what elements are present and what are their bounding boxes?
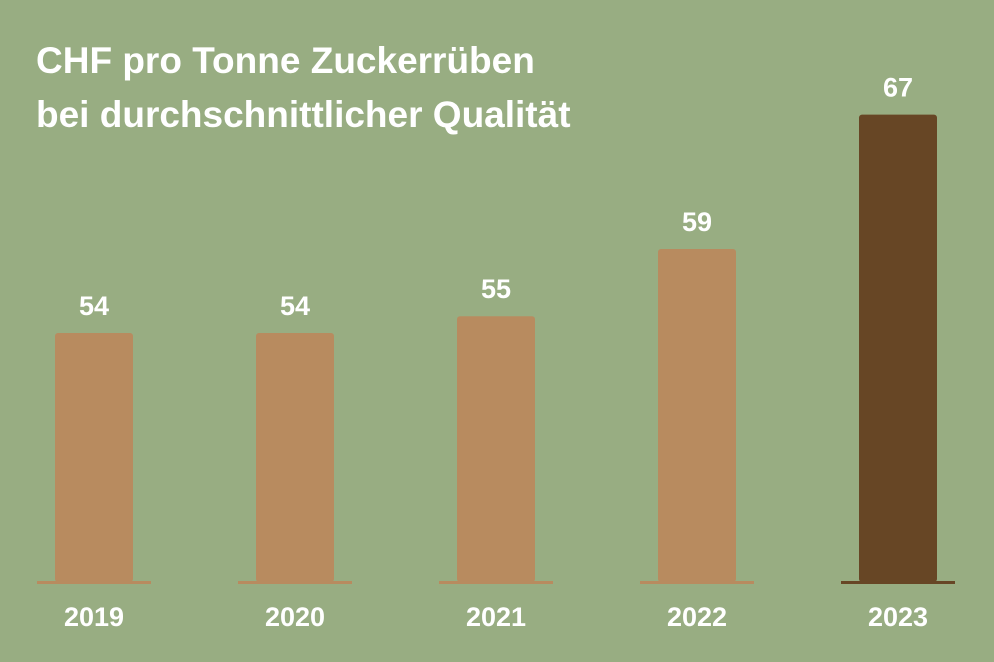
data-label-2019: 54	[79, 291, 109, 321]
bar-baseline	[37, 581, 151, 584]
bar-2019	[55, 333, 133, 582]
bar-baseline	[439, 581, 553, 584]
bar-baseline	[640, 581, 754, 584]
data-label-2021: 55	[481, 274, 511, 304]
bar-2021	[457, 316, 535, 582]
chart-title-line-2: bei durchschnittlicher Qualität	[36, 94, 571, 135]
bar-baseline	[841, 581, 955, 584]
data-label-2022: 59	[682, 207, 712, 237]
x-tick-label-2022: 2022	[667, 602, 727, 632]
x-tick-label-2020: 2020	[265, 602, 325, 632]
bar-baseline	[238, 581, 352, 584]
bar-2022	[658, 249, 736, 582]
x-tick-label-2019: 2019	[64, 602, 124, 632]
bar-2023	[859, 114, 937, 582]
bar-2020	[256, 333, 334, 582]
chart-title-line-1: CHF pro Tonne Zuckerrüben	[36, 40, 535, 81]
x-tick-label-2021: 2021	[466, 602, 526, 632]
data-label-2020: 54	[280, 291, 310, 321]
chart-title: CHF pro Tonne Zuckerrüben bei durchschni…	[36, 34, 571, 142]
x-tick-label-2023: 2023	[868, 602, 928, 632]
data-label-2023: 67	[883, 73, 913, 103]
